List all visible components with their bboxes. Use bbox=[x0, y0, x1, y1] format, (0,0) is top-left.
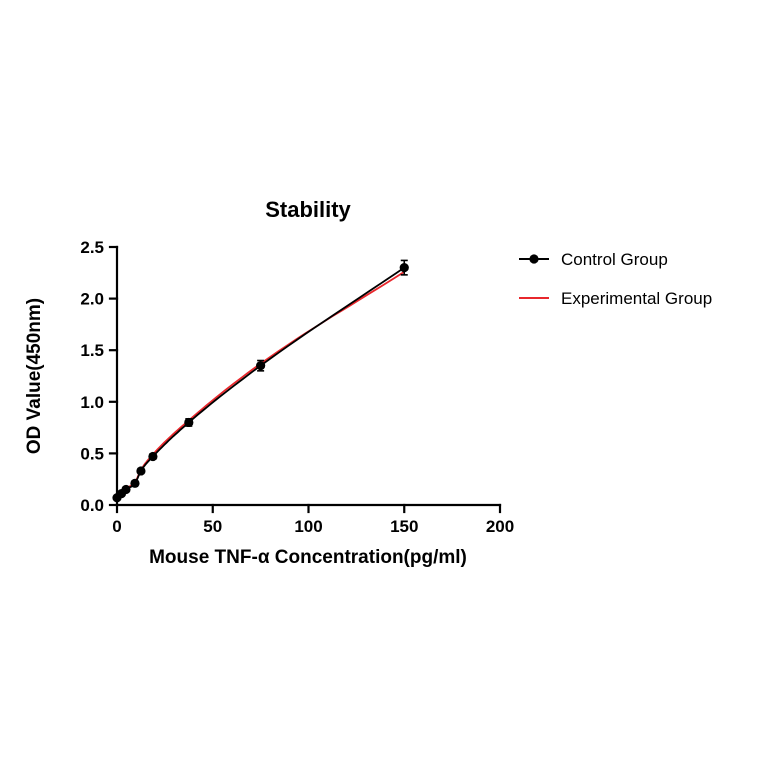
x-tick-label: 50 bbox=[203, 517, 222, 536]
plot-area: 0.0 0.5 1.0 1.5 2.0 2.5 0 50 100 150 200 bbox=[80, 238, 514, 536]
x-tick-label: 0 bbox=[112, 517, 121, 536]
y-tick-label: 2.0 bbox=[80, 290, 104, 309]
y-axis-title: OD Value(450nm) bbox=[24, 298, 45, 454]
x-tick-label: 150 bbox=[390, 517, 418, 536]
legend-control-marker-icon bbox=[529, 254, 539, 264]
x-tick-label: 100 bbox=[294, 517, 322, 536]
experimental-group-curve bbox=[116, 271, 405, 498]
legend-row-control: Control Group bbox=[519, 250, 668, 269]
data-point bbox=[184, 417, 194, 428]
y-tick-label: 2.5 bbox=[80, 238, 104, 257]
legend-control-label: Control Group bbox=[561, 250, 668, 269]
y-tick-label: 0.0 bbox=[80, 496, 104, 515]
x-tick-label: 200 bbox=[486, 517, 514, 536]
x-axis-title: Mouse TNF-α Concentration(pg/ml) bbox=[149, 547, 467, 568]
data-point bbox=[136, 466, 146, 476]
data-point bbox=[130, 478, 140, 488]
data-point bbox=[148, 451, 158, 462]
legend: Control Group Experimental Group bbox=[519, 250, 712, 308]
control-group-points bbox=[112, 259, 409, 503]
data-point bbox=[399, 263, 409, 273]
data-point bbox=[256, 361, 266, 371]
control-group-curve bbox=[116, 266, 405, 499]
y-tick-label: 0.5 bbox=[80, 444, 104, 463]
chart-title: Stability bbox=[265, 197, 351, 222]
legend-experimental-label: Experimental Group bbox=[561, 289, 712, 308]
data-point bbox=[121, 484, 131, 495]
y-tick-label: 1.0 bbox=[80, 393, 104, 412]
y-tick-label: 1.5 bbox=[80, 341, 104, 360]
legend-row-experimental: Experimental Group bbox=[519, 289, 712, 308]
axes bbox=[108, 245, 502, 514]
